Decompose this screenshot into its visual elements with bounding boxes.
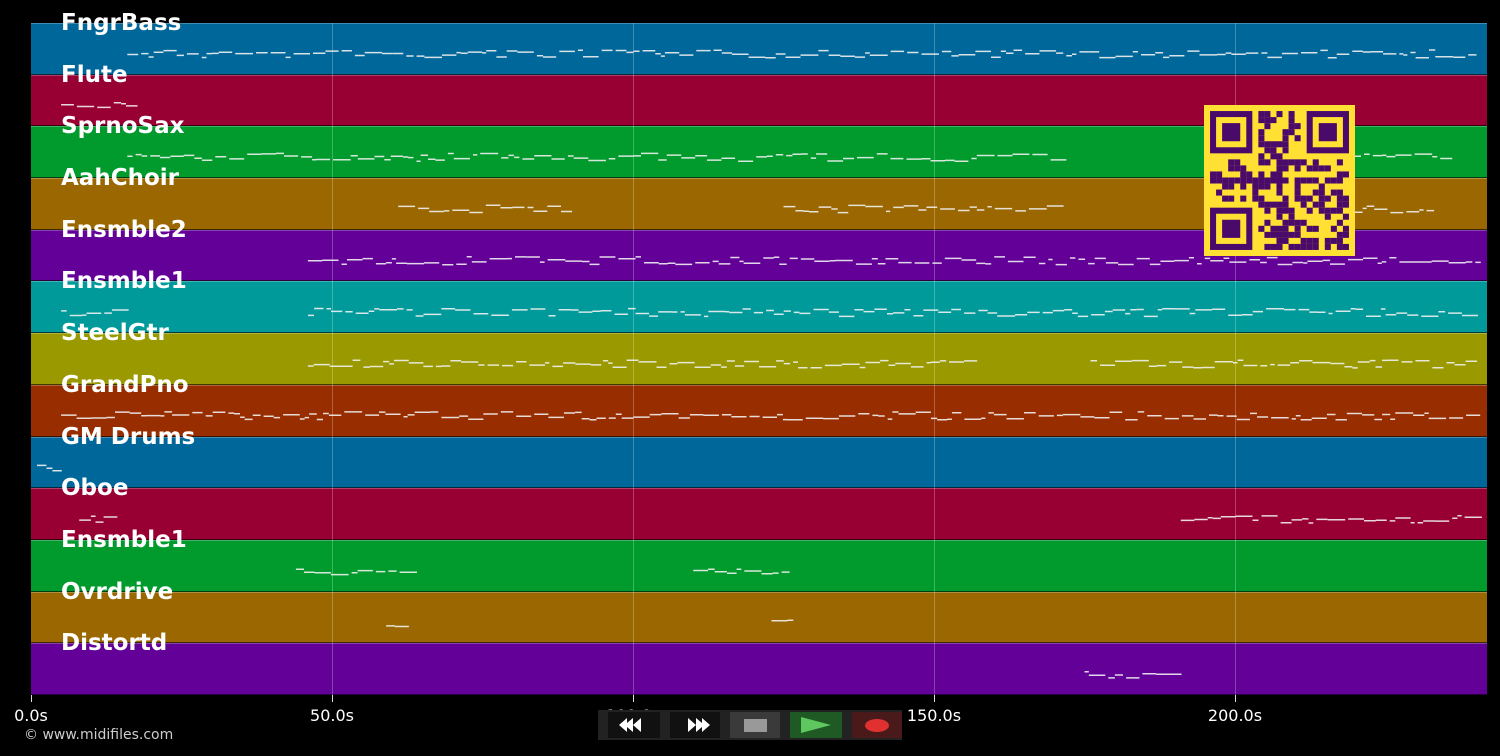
- track-label: Oboe: [61, 475, 129, 502]
- stop-icon: [743, 718, 767, 732]
- track-label: Ensmble1: [61, 526, 187, 553]
- axis-tick: [332, 695, 333, 702]
- axis-tick: [31, 695, 32, 702]
- qr-code-icon: [1210, 111, 1349, 250]
- axis-tick: [934, 695, 935, 702]
- axis-tick-label: 0.0s: [14, 706, 48, 725]
- track-label: GrandPno: [61, 371, 189, 398]
- track-label: Flute: [61, 61, 128, 88]
- play-icon: [801, 717, 831, 733]
- axis-tick-label: 50.0s: [310, 706, 354, 725]
- track-lane[interactable]: [31, 333, 1487, 385]
- play-button[interactable]: [790, 712, 842, 738]
- track-label: Distortd: [61, 630, 168, 657]
- track-lane[interactable]: [31, 539, 1487, 592]
- track-label: Ovrdrive: [61, 578, 174, 605]
- gridline: [332, 23, 333, 695]
- track-label: SprnoSax: [61, 113, 185, 140]
- track-lane[interactable]: [31, 384, 1487, 437]
- gridline: [633, 23, 634, 695]
- stop-button[interactable]: [730, 712, 780, 738]
- copyright-text: © www.midifiles.com: [24, 727, 174, 743]
- track-lane[interactable]: [31, 643, 1487, 695]
- track-label: Ensmble1: [61, 268, 187, 295]
- gridline: [934, 23, 935, 695]
- axis-tick: [633, 695, 634, 702]
- track-lane[interactable]: [31, 591, 1487, 644]
- rewind-button[interactable]: [608, 712, 660, 738]
- qr-code: [1204, 105, 1355, 256]
- transport-controls: [598, 710, 902, 740]
- track-lane[interactable]: [31, 281, 1487, 334]
- track-lane[interactable]: [31, 488, 1487, 540]
- fast-forward-icon: [688, 718, 710, 732]
- axis-tick: [1235, 695, 1236, 702]
- rewind-icon: [619, 718, 641, 732]
- gridline: [1235, 23, 1236, 695]
- axis-tick-label: 200.0s: [1207, 706, 1263, 725]
- record-button[interactable]: [852, 712, 902, 738]
- track-lane[interactable]: [31, 23, 1487, 75]
- track-label: Ensmble2: [61, 216, 187, 243]
- record-icon: [865, 718, 889, 732]
- track-label: GM Drums: [61, 423, 196, 450]
- fast-forward-button[interactable]: [670, 712, 720, 738]
- track-label: AahChoir: [61, 165, 179, 192]
- axis-tick-label: 150.0s: [906, 706, 962, 725]
- track-label: FngrBass: [61, 10, 182, 36]
- track-lane[interactable]: [31, 436, 1487, 489]
- track-label: SteelGtr: [61, 320, 169, 347]
